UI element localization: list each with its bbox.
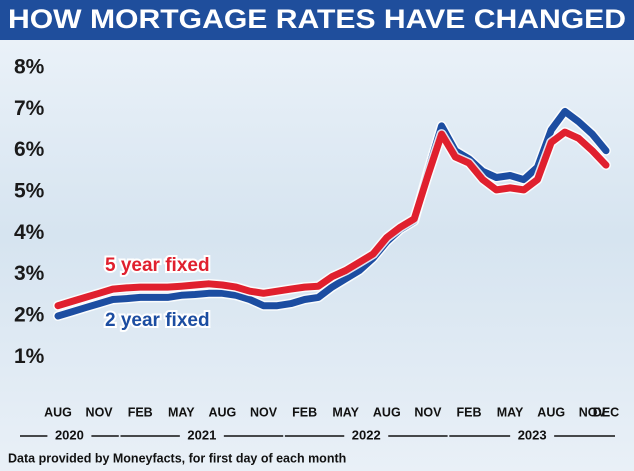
- year-label: 2020: [55, 427, 84, 442]
- line: [54, 128, 610, 310]
- x-tick-label: MAY: [332, 405, 359, 419]
- y-tick-label: 3%: [14, 262, 45, 285]
- x-tick-label: MAY: [168, 405, 195, 419]
- year-label: 2023: [518, 427, 547, 442]
- x-tick-label: FEB: [457, 405, 482, 419]
- y-tick-label: 2%: [14, 304, 45, 327]
- x-tick-label: AUG: [373, 405, 401, 419]
- x-tick-label: NOV: [250, 405, 278, 419]
- series-label: 5 year fixed: [105, 255, 210, 276]
- y-tick-label: 6%: [14, 138, 45, 161]
- y-tick-label: 7%: [14, 97, 45, 120]
- x-tick-label: AUG: [44, 405, 72, 419]
- x-tick-label: FEB: [292, 405, 317, 419]
- source-note: Data provided by Moneyfacts, for first d…: [8, 451, 346, 465]
- y-tick-label: 8%: [14, 56, 45, 79]
- chart-title: HOW MORTGAGE RATES HAVE CHANGED: [8, 4, 626, 34]
- year-label: 2022: [352, 427, 381, 442]
- x-tick-label: NOV: [86, 405, 114, 419]
- x-tick-label: NOV: [414, 405, 442, 419]
- x-tick-label: MAY: [497, 405, 524, 419]
- x-tick-label: AUG: [537, 405, 565, 419]
- y-tick-label: 5%: [14, 180, 45, 203]
- year-label: 2021: [187, 427, 216, 442]
- line: [54, 107, 610, 320]
- x-tick-label: DEC: [593, 405, 619, 419]
- title-bar: [0, 0, 634, 40]
- y-tick-label: 4%: [14, 221, 45, 244]
- x-tick-label: NOV: [579, 405, 607, 419]
- x-tick-label: FEB: [128, 405, 153, 419]
- x-tick-label: AUG: [209, 405, 237, 419]
- series-label: 2 year fixed: [105, 310, 210, 331]
- y-tick-label: 1%: [14, 345, 45, 368]
